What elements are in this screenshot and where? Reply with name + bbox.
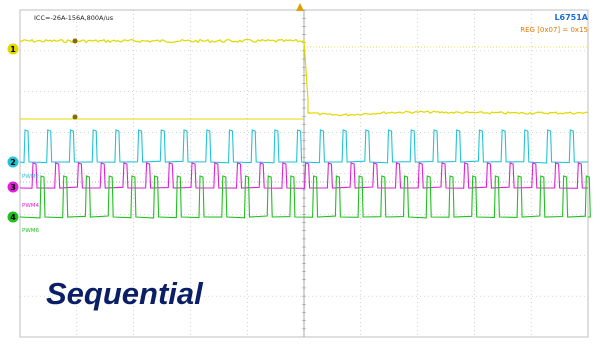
- cursor-marker-a: [72, 38, 78, 44]
- channel-3-label: PWM4: [22, 203, 40, 209]
- header-right-top-text: L6751A: [554, 13, 588, 22]
- channel-1-id: 1: [10, 45, 16, 54]
- channel-2-id: 2: [10, 158, 16, 167]
- channel-3-trace: [19, 162, 588, 189]
- channel-2-trace: [19, 129, 588, 164]
- header-left-text: ICC=-26A-156A,800A/us: [34, 14, 114, 22]
- channel-2-marker: 2: [7, 156, 19, 168]
- channel-3-marker: 3: [7, 181, 19, 193]
- channel-2-label: PWM2: [22, 174, 39, 180]
- scope-grid: [19, 9, 589, 338]
- scope-traces: [19, 38, 591, 219]
- header-right-bottom-text: REG [0x07] = 0x15: [520, 26, 588, 34]
- cursor-marker-b: [72, 114, 78, 120]
- channel-1-marker: 1: [7, 43, 19, 55]
- channel-4-marker: 4: [7, 211, 19, 223]
- channel-4-label: PWM6: [22, 228, 40, 234]
- channel-3-id: 3: [10, 183, 16, 192]
- channel-4-id: 4: [10, 213, 16, 222]
- channel-1-trace: [19, 38, 589, 117]
- channel-4-trace: [19, 175, 591, 219]
- trigger-marker-icon: [296, 3, 304, 11]
- caption-text: Sequential: [46, 276, 204, 311]
